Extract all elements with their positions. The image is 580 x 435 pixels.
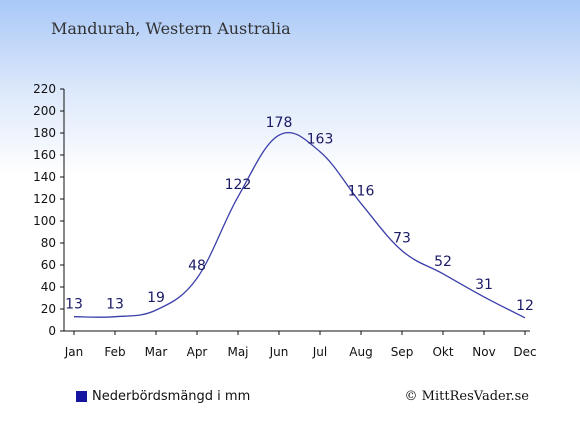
data-label: 48	[188, 258, 206, 274]
y-tick-label: 220	[33, 82, 56, 96]
data-label: 122	[225, 177, 252, 193]
x-tick-label: Mar	[145, 345, 168, 359]
x-axis: Jan Feb Mar Apr Maj Jun Jul Aug Sep Okt Nov Dec	[64, 330, 537, 359]
data-label: 31	[475, 277, 493, 293]
data-point	[442, 272, 445, 275]
data-point	[483, 295, 486, 298]
data-point	[524, 316, 527, 319]
data-label: 73	[393, 231, 411, 247]
x-tick-label: Okt	[432, 345, 453, 359]
x-tick-label: Sep	[391, 345, 414, 359]
data-label: 12	[516, 298, 534, 314]
data-point	[155, 309, 158, 312]
y-tick-label: 200	[33, 104, 56, 118]
data-label: 19	[147, 290, 165, 306]
y-tick-label: 0	[48, 324, 56, 338]
y-tick-label: 80	[41, 236, 56, 250]
data-label: 52	[434, 254, 452, 270]
x-tick-label: Apr	[187, 345, 208, 359]
copyright-text: © MittResVader.se	[404, 389, 529, 404]
series-group	[73, 131, 527, 319]
legend-label: Nederbördsmängd i mm	[92, 389, 251, 404]
data-labels: 13 13 19 48 122 178 163 116 73 52 31 12	[65, 115, 534, 314]
data-point	[401, 249, 404, 252]
y-tick-label: 140	[33, 170, 56, 184]
x-tick-label: Jan	[64, 345, 84, 359]
x-tick-label: Jun	[269, 345, 289, 359]
data-point	[114, 315, 117, 318]
y-tick-label: 160	[33, 148, 56, 162]
data-point	[278, 134, 281, 137]
chart-title: Mandurah, Western Australia	[51, 19, 291, 38]
x-tick-label: Dec	[513, 345, 536, 359]
data-point	[237, 195, 240, 198]
x-tick-label: Aug	[349, 345, 372, 359]
y-tick-label: 60	[41, 258, 56, 272]
data-point	[360, 202, 363, 205]
x-tick-label: Maj	[227, 345, 248, 359]
x-tick-label: Jul	[312, 345, 327, 359]
y-tick-label: 40	[41, 280, 56, 294]
x-tick-label: Feb	[104, 345, 125, 359]
y-tick-label: 120	[33, 192, 56, 206]
y-axis: 0 20 40 60 80 100 120 140 160 180 200 220	[33, 82, 65, 338]
series-line	[73, 131, 526, 319]
data-label: 163	[307, 132, 334, 148]
data-point	[73, 315, 76, 318]
data-label: 116	[348, 183, 375, 199]
data-label: 178	[266, 115, 293, 131]
data-label: 13	[65, 297, 83, 313]
legend: Nederbördsmängd i mm	[76, 389, 250, 404]
legend-swatch	[76, 391, 87, 402]
data-label: 13	[106, 297, 124, 313]
y-tick-label: 180	[33, 126, 56, 140]
data-point	[319, 150, 322, 153]
data-point	[196, 277, 199, 280]
x-tick-label: Nov	[472, 345, 495, 359]
y-tick-label: 100	[33, 214, 56, 228]
y-tick-label: 20	[41, 302, 56, 316]
